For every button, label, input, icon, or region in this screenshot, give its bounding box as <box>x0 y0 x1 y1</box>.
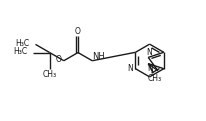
Text: N: N <box>128 64 133 73</box>
Text: N: N <box>147 64 153 73</box>
Text: O: O <box>74 27 80 36</box>
Text: O: O <box>56 55 62 64</box>
Text: CH₃: CH₃ <box>147 74 162 83</box>
Text: NH: NH <box>92 52 105 61</box>
Text: CH₃: CH₃ <box>43 70 57 79</box>
Text: H₃C: H₃C <box>13 47 27 56</box>
Text: N: N <box>146 48 152 57</box>
Text: H₃C: H₃C <box>15 39 29 48</box>
